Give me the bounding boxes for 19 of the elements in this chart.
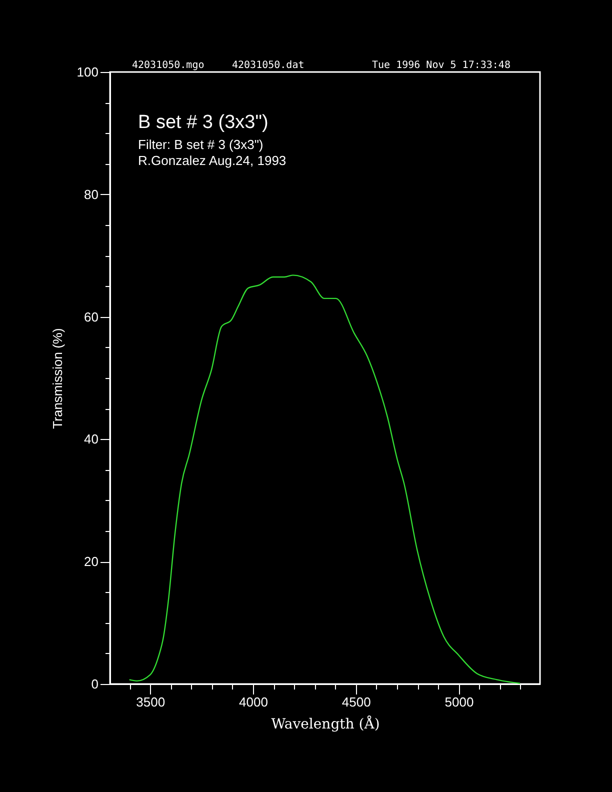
y-tick-label: 20 (84, 554, 98, 570)
x-axis-title: Wavelength (Å) (271, 716, 380, 732)
line-series (128, 274, 521, 684)
x-tick-label: 5000 (444, 694, 474, 710)
text: Tue 1996 Nov 5 17:33:48 (372, 60, 510, 71)
text: 42031050.mgo (132, 60, 204, 71)
text: 42031050.dat (232, 60, 304, 71)
annotation: R.Gonzalez Aug.24, 1993 (138, 153, 286, 168)
y-tick-label: 0 (91, 676, 98, 692)
x-tick-label: 4000 (239, 694, 268, 710)
x-tick-label: 4500 (342, 694, 371, 710)
y-tick-label: 80 (84, 186, 98, 202)
y-axis-title: Transmission (%) (50, 328, 65, 429)
y-tick-label: 40 (84, 432, 98, 447)
text: Filter: B set # 3 (3x3") (138, 137, 264, 152)
text: B set # 3 (3x3") (138, 112, 268, 133)
y-tick-label: 100 (76, 64, 98, 80)
y-tick-label: 60 (84, 309, 98, 324)
x-tick-label: 3500 (136, 694, 166, 710)
